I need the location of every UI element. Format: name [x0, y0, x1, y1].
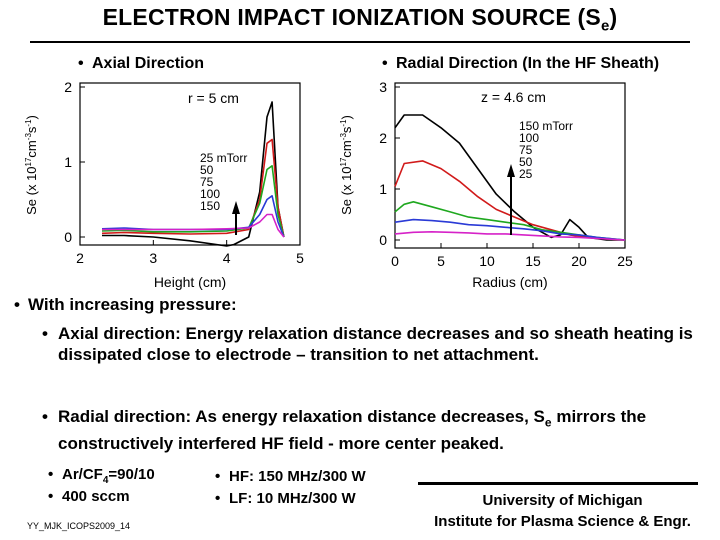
findings-radial-pre: Radial direction: As energy relaxation d… [58, 407, 545, 426]
axial-xtick-label: 5 [296, 250, 304, 266]
axial-ytick-label: 2 [64, 79, 72, 95]
page-title: ELECTRON IMPACT IONIZATION SOURCE (Se) [0, 4, 720, 35]
affiliation-line1: University of Michigan [482, 492, 643, 509]
findings-intro: With increasing pressure: [14, 294, 237, 315]
findings-axial: • Axial direction: Energy relaxation dist… [42, 324, 693, 364]
radial-xtick-label: 15 [525, 253, 541, 269]
radial-xtick-label: 5 [437, 253, 445, 269]
radial-series-line [394, 114, 625, 241]
gas-pre: Ar/CF [62, 466, 103, 483]
radial-heading: Radial Direction (In the HF Sheath) [382, 55, 659, 73]
affiliation-rule [418, 482, 698, 485]
radial-ytick-label: 3 [379, 79, 387, 95]
radial-xtick-label: 0 [391, 253, 399, 269]
radial-legend-entry: 100 [519, 131, 539, 145]
axial-plot-frame [79, 82, 301, 246]
gas-condition: Ar/CF4=90/10 [48, 466, 155, 486]
radial-series [394, 114, 626, 241]
axial-series [101, 101, 285, 247]
radial-ticks: 0 5 10 15 20 25 0 1 2 3 [379, 79, 633, 269]
findings-radial: • Radial direction: As energy relaxation … [42, 407, 647, 454]
axial-heading: Axial Direction [78, 55, 204, 73]
flow-condition: 400 sccm [48, 488, 130, 505]
axial-xlabel: Height (cm) [154, 274, 226, 290]
axial-annotation: r = 5 cm [188, 90, 239, 106]
axial-series-line [102, 213, 285, 238]
radial-xtick-label: 25 [617, 253, 633, 269]
findings-radial-post: mirrors the constructively interfered HF… [58, 407, 647, 454]
findings-axial-text: Axial direction: Energy relaxation dista… [58, 324, 693, 364]
radial-legend-entry: 25 [519, 167, 533, 181]
axial-legend-entry: 150 [200, 199, 220, 213]
affiliation: University of Michigan Institute for Pla… [420, 490, 705, 532]
lf-condition: LF: 10 MHz/300 W [215, 490, 356, 507]
title-subscript: e [600, 17, 610, 35]
axial-legend-entry: 75 [200, 175, 214, 189]
axial-xtick-label: 3 [149, 250, 157, 266]
radial-xtick-label: 10 [479, 253, 495, 269]
radial-chart: 0 5 10 15 20 25 0 1 2 3 z = 4.6 cm 150 mTorr10075… [339, 79, 633, 290]
title-underline [30, 41, 690, 43]
radial-xtick-label: 20 [571, 253, 587, 269]
radial-legend-entry: 75 [519, 143, 533, 157]
radial-ytick-label: 1 [379, 181, 387, 197]
radial-ytick-label: 0 [379, 232, 387, 248]
radial-ylabel: Se (x 1017cm-3s-1) [339, 115, 354, 215]
hf-condition: HF: 150 MHz/300 W [215, 468, 366, 485]
axial-ytick-label: 1 [64, 154, 72, 170]
radial-xlabel: Radius (cm) [472, 274, 547, 290]
radial-arrow-head [507, 164, 515, 177]
radial-series-line [394, 231, 626, 241]
affiliation-line2: Institute for Plasma Science & Engr. [434, 513, 691, 530]
axial-legend-entry: 50 [200, 163, 214, 177]
radial-annotation: z = 4.6 cm [481, 89, 546, 105]
radial-legend-entry: 50 [519, 155, 533, 169]
radial-plot-frame [394, 82, 626, 249]
axial-ylabel: Se (x 1017cm-3s-1) [24, 115, 39, 215]
axial-xtick-label: 4 [223, 250, 231, 266]
axial-series-line [102, 101, 285, 247]
radial-legend-entry: 150 mTorr [519, 119, 573, 133]
axial-legend-entry: 25 mTorr [200, 151, 247, 165]
axial-series-line [101, 138, 285, 238]
axial-legend-entry: 100 [200, 187, 220, 201]
axial-xtick-label: 2 [76, 250, 84, 266]
gas-post: =90/10 [108, 466, 155, 483]
reference-code: YY_MJK_ICOPS2009_14 [27, 521, 131, 531]
title-end: ) [609, 4, 618, 30]
radial-ytick-label: 2 [379, 130, 387, 146]
radial-series-line [394, 218, 626, 241]
findings-radial-sub: e [544, 415, 552, 430]
axial-ytick-label: 0 [64, 229, 72, 245]
axial-arrow-head [232, 201, 240, 214]
title-text: ELECTRON IMPACT IONIZATION SOURCE (S [102, 4, 601, 30]
gas-sub: 4 [102, 475, 109, 486]
